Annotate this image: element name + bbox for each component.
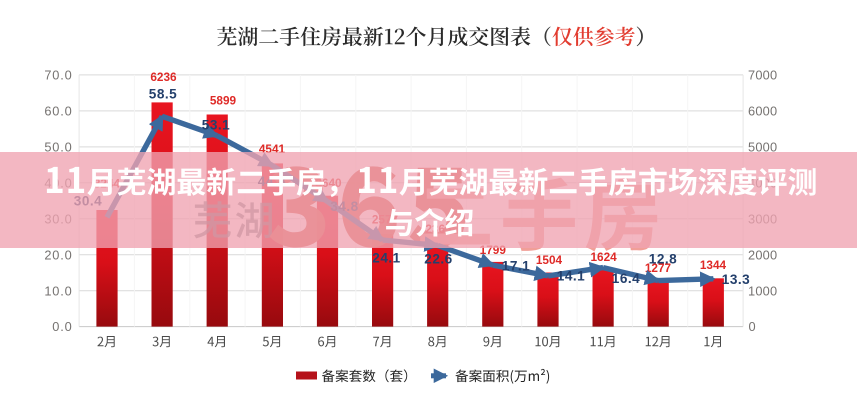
svg-text:5899: 5899	[210, 94, 237, 108]
svg-text:17.1: 17.1	[502, 258, 530, 273]
svg-text:20.0: 20.0	[44, 247, 72, 262]
svg-text:60.0: 60.0	[44, 104, 72, 119]
svg-text:1344: 1344	[700, 258, 727, 272]
svg-text:2000: 2000	[748, 247, 777, 262]
svg-text:53.1: 53.1	[202, 117, 230, 132]
svg-text:70.0: 70.0	[44, 68, 72, 83]
svg-text:24.1: 24.1	[372, 251, 400, 266]
svg-text:13.3: 13.3	[722, 272, 750, 287]
svg-text:1000: 1000	[748, 283, 777, 298]
svg-text:6236: 6236	[150, 70, 177, 84]
svg-text:16.4: 16.4	[612, 271, 640, 286]
svg-text:50.0: 50.0	[44, 140, 72, 155]
svg-text:1624: 1624	[590, 250, 617, 264]
svg-text:22.6: 22.6	[424, 251, 452, 266]
svg-text:5000: 5000	[748, 140, 777, 155]
svg-text:0: 0	[749, 319, 756, 334]
svg-text:14.1: 14.1	[557, 268, 585, 283]
svg-text:12.8: 12.8	[649, 252, 677, 267]
svg-text:1504: 1504	[536, 253, 563, 267]
svg-text:0.0: 0.0	[52, 319, 72, 334]
svg-text:10.0: 10.0	[44, 283, 72, 298]
svg-text:6000: 6000	[748, 104, 777, 119]
svg-text:7000: 7000	[748, 68, 777, 83]
svg-text:58.5: 58.5	[149, 86, 177, 101]
